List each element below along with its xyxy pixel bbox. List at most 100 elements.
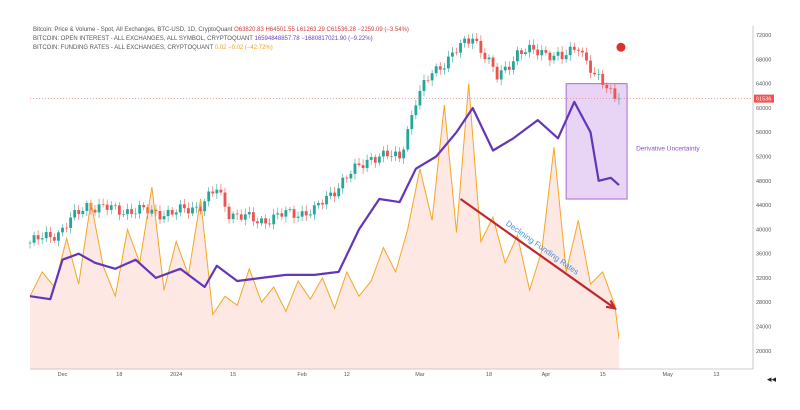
candle-body [503, 66, 507, 71]
price-candle [178, 200, 182, 217]
candle-body [337, 188, 341, 197]
candle-body [191, 207, 194, 214]
candle-body [601, 73, 605, 85]
price-candle [390, 150, 393, 162]
y-tick-label: 28000 [756, 300, 771, 306]
candle-body [61, 227, 64, 233]
candle-body [150, 209, 154, 214]
y-tick-label: 52000 [756, 155, 771, 161]
candle-body [609, 88, 613, 89]
candle-body [235, 213, 239, 215]
candle-body [174, 212, 178, 215]
candle-body [321, 202, 324, 205]
candle-body [101, 204, 105, 205]
price-candle [503, 60, 507, 74]
candle-body [369, 157, 373, 160]
price-candle [292, 205, 296, 224]
price-candle [520, 48, 523, 60]
y-tick-label: 68000 [756, 57, 771, 63]
price-candle [499, 65, 503, 86]
price-candle [191, 202, 194, 217]
candle-body [260, 218, 263, 224]
candle-body [414, 105, 418, 116]
price-candle [186, 202, 190, 219]
candle-body [576, 49, 580, 51]
candle-body [296, 216, 300, 218]
x-tick-label: 15 [230, 372, 236, 378]
price-candle [467, 34, 471, 48]
price-candle [235, 209, 239, 220]
price-candle [73, 204, 77, 221]
price-candle [268, 218, 272, 228]
candle-body [459, 43, 462, 53]
price-candle [337, 183, 341, 199]
candle-body [345, 177, 349, 179]
price-candle [134, 208, 138, 219]
price-candle [511, 56, 515, 75]
candle-body [292, 209, 296, 218]
x-tick-label: Dec [58, 372, 68, 378]
candle-body [138, 205, 142, 214]
candle-body [548, 52, 552, 61]
price-candle [170, 206, 174, 217]
last-price-tag-label: 61536 [756, 97, 771, 103]
price-candle [528, 39, 532, 58]
legend-open-interest: BITCOIN: OPEN INTEREST - ALL EXCHANGES, … [33, 35, 409, 44]
x-tick-label: Apr [542, 372, 551, 378]
candle-body [77, 210, 81, 215]
price-candle [373, 154, 377, 168]
y-tick-label: 60000 [756, 106, 771, 112]
y-tick-label: 44000 [756, 203, 771, 209]
candle-body [170, 210, 174, 215]
price-candle [195, 202, 198, 214]
price-candle [93, 205, 97, 216]
price-candle [158, 205, 162, 225]
candle-body [520, 50, 523, 54]
price-candle [398, 147, 402, 163]
candle-body [491, 57, 495, 67]
price-candle [349, 170, 353, 183]
scroll-back-icon[interactable]: ◂◂ [767, 374, 777, 384]
price-candle [280, 208, 284, 221]
price-candle [483, 48, 487, 64]
price-candle [487, 54, 491, 65]
candle-body [507, 66, 511, 70]
price-candle [154, 204, 158, 217]
price-candle [446, 50, 450, 72]
legend-funding-values: 0.02 −0.02 (−42.72%) [214, 45, 273, 51]
candle-body [178, 204, 182, 213]
price-candle [203, 198, 207, 217]
price-candle [491, 55, 495, 73]
candle-body [495, 66, 499, 80]
candle-body [239, 214, 243, 220]
price-candle [442, 63, 446, 75]
price-candle [130, 203, 133, 218]
y-tick-label: 36000 [756, 252, 771, 258]
price-candle [325, 191, 328, 210]
price-candle [296, 211, 300, 222]
candle-body [154, 209, 158, 211]
candle-body [446, 56, 450, 69]
price-candle [219, 184, 223, 196]
price-candle [459, 39, 462, 59]
price-candle [430, 70, 434, 87]
candle-body [211, 191, 215, 194]
candle-body [117, 205, 121, 215]
price-candle [426, 75, 430, 84]
price-candle [471, 33, 475, 50]
price-candle [117, 202, 121, 221]
price-candle [243, 208, 247, 226]
candle-body [284, 210, 288, 217]
candle-body [89, 203, 93, 210]
price-candle [357, 157, 361, 168]
candle-body [158, 210, 162, 220]
price-candle [52, 233, 56, 243]
candle-body [564, 55, 568, 60]
price-candle [109, 201, 113, 215]
y-tick-label: 56000 [756, 130, 771, 136]
candle-body [430, 73, 434, 81]
candle-body [223, 192, 227, 207]
candle-body [81, 210, 85, 215]
candle-body [451, 52, 454, 57]
y-tick-label: 20000 [756, 349, 771, 355]
